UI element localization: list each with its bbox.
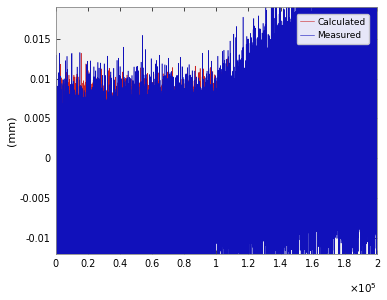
Measured bbox=[365, 74, 370, 77]
Line: Calculated: Calculated bbox=[56, 52, 377, 231]
Measured bbox=[53, 134, 58, 138]
Measured bbox=[91, 220, 96, 224]
Calculated bbox=[365, 113, 370, 117]
Measured bbox=[122, 184, 127, 187]
Calculated bbox=[281, 50, 286, 53]
Text: $\times10^5$: $\times10^5$ bbox=[349, 281, 377, 295]
Calculated bbox=[198, 119, 202, 123]
Calculated bbox=[106, 230, 110, 233]
Measured bbox=[291, 112, 295, 116]
Calculated bbox=[122, 165, 127, 169]
Measured bbox=[198, 151, 202, 154]
Measured bbox=[375, 100, 379, 104]
Calculated bbox=[72, 138, 77, 142]
Measured bbox=[72, 212, 77, 216]
Calculated bbox=[91, 153, 96, 157]
Calculated bbox=[291, 113, 295, 116]
Legend: Calculated, Measured: Calculated, Measured bbox=[296, 14, 369, 44]
Calculated bbox=[375, 162, 379, 165]
Y-axis label: (mm): (mm) bbox=[7, 115, 17, 146]
Line: Measured: Measured bbox=[56, 0, 377, 300]
Calculated bbox=[53, 131, 58, 134]
